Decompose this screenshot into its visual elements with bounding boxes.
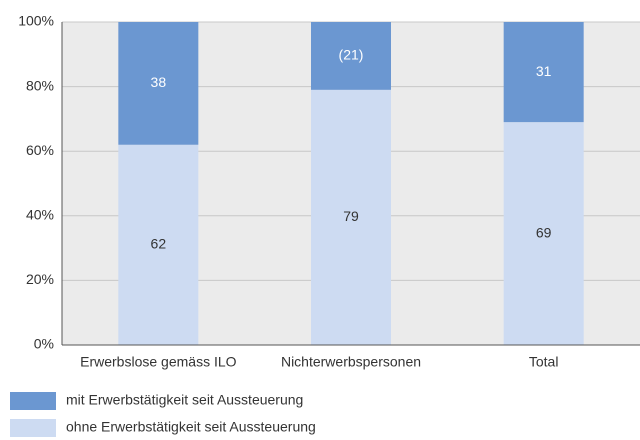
y-tick-label: 0% (34, 336, 54, 352)
y-tick-label: 20% (26, 271, 54, 287)
data-label: 62 (151, 236, 167, 252)
data-label: (21) (339, 47, 364, 63)
legend-swatch (10, 392, 56, 410)
y-tick-label: 40% (26, 207, 54, 223)
legend-swatch (10, 419, 56, 437)
x-tick-label: Erwerbslose gemäss ILO (80, 354, 237, 370)
legend-label: ohne Erwerbstätigkeit seit Aussteuerung (66, 419, 316, 435)
bar-segment (118, 144, 199, 345)
bar-segment (503, 122, 584, 345)
data-label: 79 (343, 208, 359, 224)
bar-segment (311, 89, 391, 345)
y-tick-label: 80% (26, 77, 54, 93)
data-label: 38 (151, 74, 167, 90)
x-tick-label: Nichterwerbspersonen (281, 354, 421, 370)
y-tick-label: 60% (26, 142, 54, 158)
y-tick-label: 100% (18, 13, 54, 29)
x-tick-label: Total (529, 354, 559, 370)
bar-segment (311, 22, 391, 90)
bar-segment (503, 22, 584, 123)
data-label: 31 (536, 63, 552, 79)
bar-segment (118, 22, 199, 145)
legend-label: mit Erwerbstätigkeit seit Aussteuerung (66, 392, 303, 408)
data-label: 69 (536, 224, 552, 240)
